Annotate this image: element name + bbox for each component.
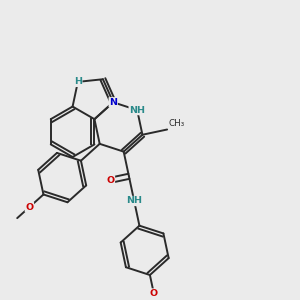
- Text: NH: NH: [129, 106, 145, 115]
- Text: CH₃: CH₃: [169, 119, 185, 128]
- Text: N: N: [109, 98, 117, 107]
- Text: O: O: [25, 202, 34, 211]
- Text: O: O: [150, 289, 158, 298]
- Text: H: H: [74, 77, 82, 86]
- Text: O: O: [106, 176, 115, 185]
- Text: NH: NH: [126, 196, 142, 206]
